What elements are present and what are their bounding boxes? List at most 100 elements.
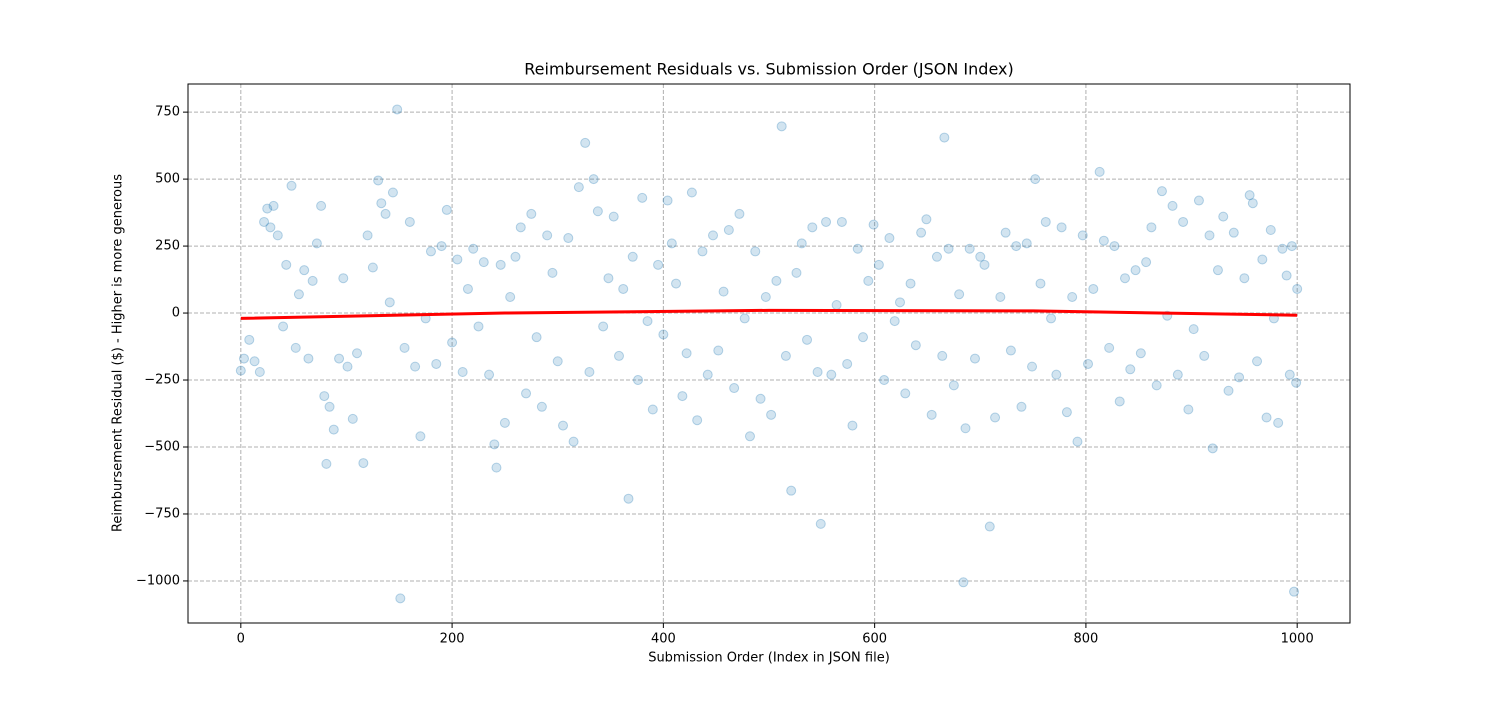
point: [316, 200, 327, 211]
point: [836, 216, 847, 227]
point: [948, 380, 959, 391]
point: [771, 275, 782, 286]
point: [734, 208, 745, 219]
point: [1261, 412, 1272, 423]
point: [415, 431, 426, 442]
point: [505, 291, 516, 302]
point: [510, 251, 521, 262]
point: [964, 243, 975, 254]
point: [633, 375, 644, 386]
point: [1051, 369, 1062, 380]
point: [760, 291, 771, 302]
x-tick-label: 200: [440, 632, 465, 647]
point: [441, 204, 452, 215]
point: [868, 219, 879, 230]
point: [713, 345, 724, 356]
point: [692, 415, 703, 426]
point: [447, 337, 458, 348]
point: [937, 350, 948, 361]
point: [452, 254, 463, 265]
point: [926, 409, 937, 420]
point: [1265, 225, 1276, 236]
point: [847, 420, 858, 431]
point: [1130, 265, 1141, 276]
point: [708, 230, 719, 241]
y-tick-label: 500: [155, 172, 180, 187]
point: [750, 246, 761, 257]
point: [1281, 270, 1292, 281]
point: [338, 273, 349, 284]
point: [404, 216, 415, 227]
point: [1135, 348, 1146, 359]
point: [894, 297, 905, 308]
point: [1061, 407, 1072, 418]
point: [380, 208, 391, 219]
point: [905, 278, 916, 289]
point: [1167, 200, 1178, 211]
point: [1257, 254, 1268, 265]
point: [1273, 417, 1284, 428]
point: [627, 251, 638, 262]
point: [1247, 198, 1258, 209]
point: [568, 436, 579, 447]
point: [1223, 385, 1234, 396]
point: [307, 275, 318, 286]
point: [1067, 291, 1078, 302]
point: [1027, 361, 1038, 372]
trend-line: [240, 308, 1298, 320]
point: [238, 353, 249, 364]
point: [796, 238, 807, 249]
point: [272, 230, 283, 241]
point: [362, 230, 373, 241]
point: [1083, 358, 1094, 369]
point: [1021, 238, 1032, 249]
point: [815, 518, 826, 529]
point: [342, 361, 353, 372]
point: [547, 267, 558, 278]
point: [1151, 380, 1162, 391]
point: [702, 369, 713, 380]
point: [473, 321, 484, 332]
point: [729, 383, 740, 394]
point: [1098, 235, 1109, 246]
point: [580, 137, 591, 148]
point: [1088, 283, 1099, 294]
chart-title: Reimbursement Residuals vs. Submission O…: [524, 60, 1013, 79]
point: [637, 192, 648, 203]
point: [647, 404, 658, 415]
point: [1114, 396, 1125, 407]
x-tick-label: 0: [237, 632, 245, 647]
point: [884, 233, 895, 244]
point: [392, 104, 403, 115]
point: [286, 180, 297, 191]
point: [1244, 190, 1255, 201]
point: [324, 401, 335, 412]
point: [399, 342, 410, 353]
point: [265, 222, 276, 233]
point: [457, 366, 468, 377]
point: [347, 413, 358, 424]
point: [879, 375, 890, 386]
point: [436, 241, 447, 252]
point: [328, 424, 339, 435]
point: [1284, 369, 1295, 380]
point: [334, 353, 345, 364]
point: [1292, 283, 1303, 294]
point: [718, 286, 729, 297]
point: [842, 358, 853, 369]
point: [598, 321, 609, 332]
point: [462, 283, 473, 294]
y-tick-label: −1000: [136, 573, 180, 588]
point: [603, 273, 614, 284]
point: [387, 187, 398, 198]
point: [807, 222, 818, 233]
point: [235, 365, 246, 376]
point: [521, 388, 532, 399]
point: [425, 246, 436, 257]
y-tick-label: −500: [144, 439, 180, 454]
point: [613, 350, 624, 361]
point: [1286, 241, 1297, 252]
point: [563, 233, 574, 244]
point: [573, 182, 584, 193]
